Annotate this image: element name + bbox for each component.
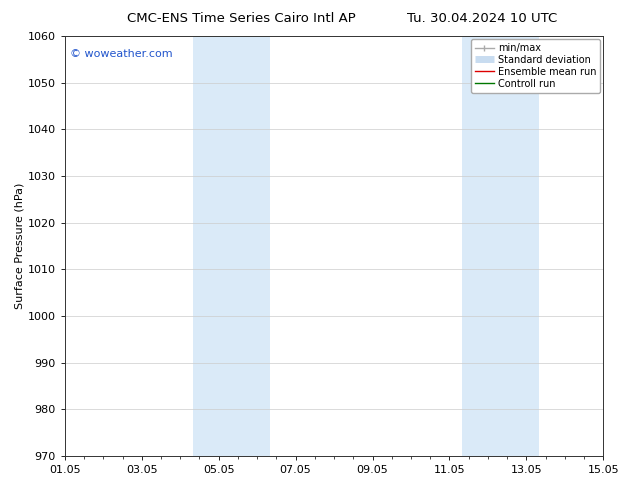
Bar <box>193 36 270 456</box>
Bar <box>462 36 539 456</box>
Text: Tu. 30.04.2024 10 UTC: Tu. 30.04.2024 10 UTC <box>407 12 557 25</box>
Text: © woweather.com: © woweather.com <box>70 49 173 59</box>
Legend: min/max, Standard deviation, Ensemble mean run, Controll run: min/max, Standard deviation, Ensemble me… <box>470 39 600 93</box>
Y-axis label: Surface Pressure (hPa): Surface Pressure (hPa) <box>15 183 25 309</box>
Text: CMC-ENS Time Series Cairo Intl AP: CMC-ENS Time Series Cairo Intl AP <box>127 12 355 25</box>
